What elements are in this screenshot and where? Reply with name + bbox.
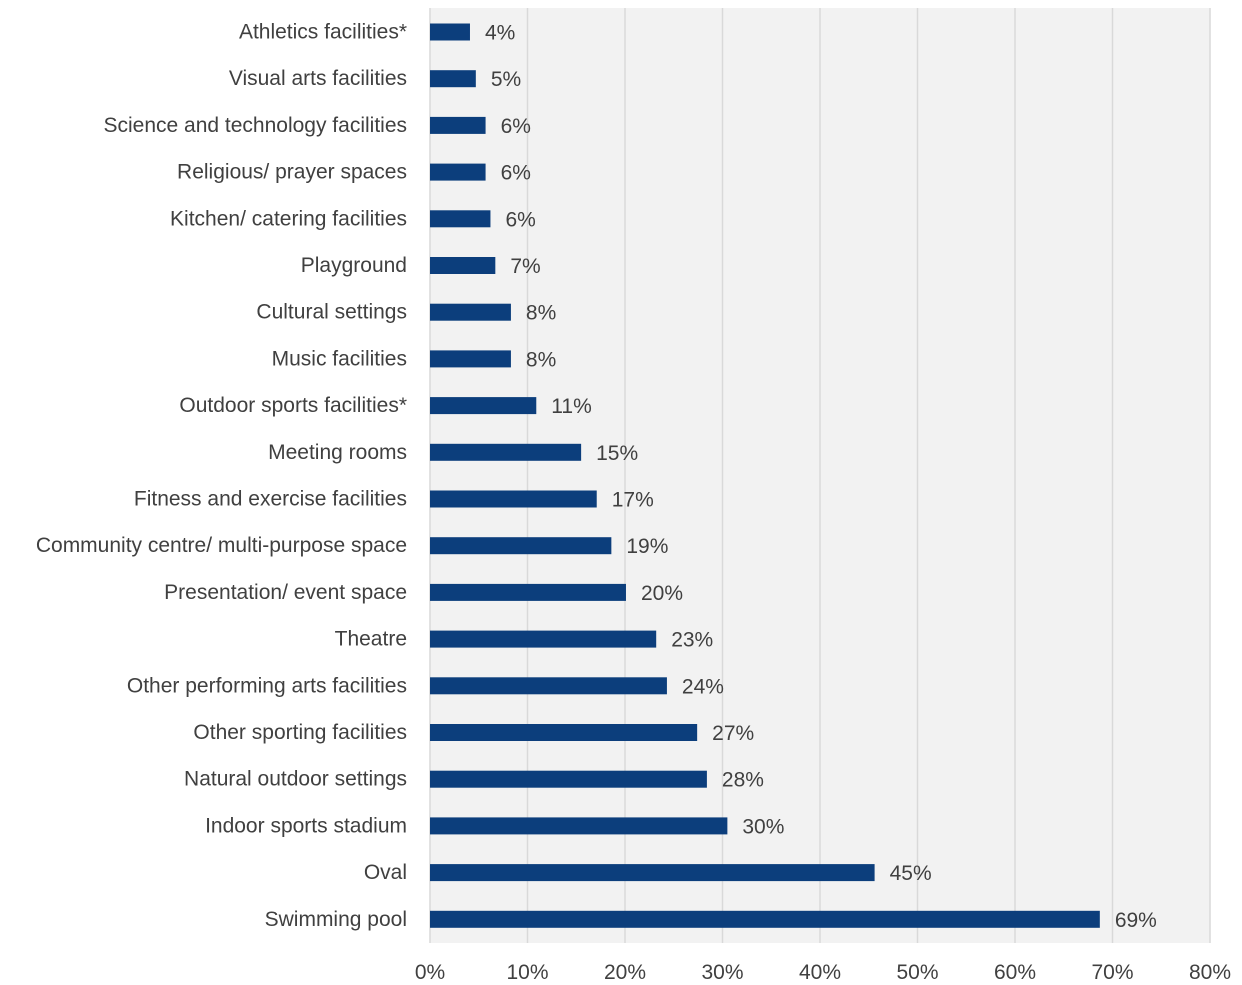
data-label: 11% xyxy=(551,395,591,418)
bar xyxy=(430,583,626,601)
bar xyxy=(430,537,612,555)
data-label: 28% xyxy=(722,769,764,792)
bar xyxy=(430,257,496,274)
data-label: 45% xyxy=(890,862,932,885)
bar xyxy=(430,677,667,695)
bar xyxy=(430,817,728,835)
category-label: Natural outdoor settings xyxy=(184,768,407,791)
category-label: Meeting rooms xyxy=(268,441,407,464)
category-label: Oval xyxy=(364,861,407,884)
x-tick-label: 10% xyxy=(506,961,548,984)
bar xyxy=(430,303,511,321)
data-label: 24% xyxy=(682,675,724,698)
category-label: Swimming pool xyxy=(265,908,407,931)
bar xyxy=(430,23,470,41)
data-label: 23% xyxy=(671,629,713,652)
data-label: 69% xyxy=(1115,909,1157,932)
data-label: 27% xyxy=(712,722,754,745)
data-label: 15% xyxy=(596,442,638,465)
bar xyxy=(430,350,511,368)
category-label: Playground xyxy=(301,254,407,277)
category-label: Presentation/ event space xyxy=(164,581,407,604)
bar xyxy=(430,443,582,461)
data-label: 6% xyxy=(505,208,535,231)
data-label: 8% xyxy=(526,302,556,325)
data-label: 20% xyxy=(641,582,683,605)
category-label: Theatre xyxy=(335,628,407,651)
x-tick-label: 0% xyxy=(415,961,445,984)
x-tick-label: 80% xyxy=(1189,961,1231,984)
data-label: 5% xyxy=(491,68,521,91)
x-tick-label: 30% xyxy=(701,961,743,984)
category-label: Indoor sports stadium xyxy=(205,814,407,837)
x-tick-label: 70% xyxy=(1091,961,1133,984)
category-label: Fitness and exercise facilities xyxy=(134,488,407,511)
bar xyxy=(430,910,1100,928)
x-axis-tick-labels: 0% 10% 20% 30% 40% 50% 60% 70% 80% xyxy=(415,961,1231,984)
category-label: Music facilities xyxy=(272,347,407,370)
data-label: 19% xyxy=(626,535,668,558)
x-tick-label: 40% xyxy=(799,961,841,984)
bars xyxy=(430,23,1100,928)
bar xyxy=(430,490,597,508)
data-label: 7% xyxy=(510,255,540,278)
bar xyxy=(430,210,491,228)
value-labels: 4% 5% 6% 6% 6% 7% 8% 8% 11% 15% 17% 19% 20% 23% 24% 27%… xyxy=(485,22,1157,932)
category-label: Religious/ prayer spaces xyxy=(177,161,407,184)
category-label: Other sporting facilities xyxy=(193,721,407,744)
x-tick-label: 50% xyxy=(896,961,938,984)
bar xyxy=(430,163,486,181)
category-label: Other performing arts facilities xyxy=(127,674,407,697)
category-label: Visual arts facilities xyxy=(229,67,407,90)
bar xyxy=(430,770,707,788)
bar xyxy=(430,724,698,741)
bar xyxy=(430,630,657,648)
x-tick-label: 20% xyxy=(604,961,646,984)
bar xyxy=(430,70,476,88)
data-label: 17% xyxy=(612,489,654,512)
category-label: Athletics facilities* xyxy=(239,21,407,44)
category-label: Outdoor sports facilities* xyxy=(179,394,407,417)
category-label: Cultural settings xyxy=(256,301,407,324)
category-label: Community centre/ multi-purpose space xyxy=(36,534,407,557)
data-label: 6% xyxy=(501,115,531,138)
bar xyxy=(430,864,875,882)
bar xyxy=(430,397,537,415)
data-label: 8% xyxy=(526,348,556,371)
data-label: 4% xyxy=(485,22,515,45)
category-label: Science and technology facilities xyxy=(103,114,407,137)
x-tick-label: 60% xyxy=(994,961,1036,984)
bar xyxy=(430,116,486,134)
category-labels: Athletics facilities* Visual arts facilit… xyxy=(36,21,407,931)
data-label: 6% xyxy=(501,162,531,185)
category-label: Kitchen/ catering facilities xyxy=(170,207,407,230)
data-label: 30% xyxy=(742,815,784,838)
